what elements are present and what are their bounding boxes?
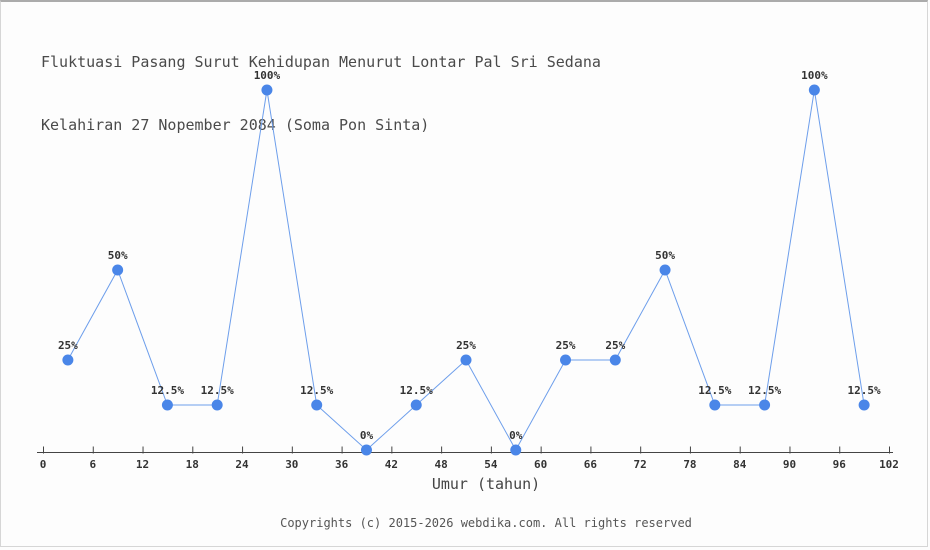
data-point-label: 12.5% [748,384,781,397]
x-tick-label: 48 [434,458,447,471]
x-tick-label: 0 [40,458,47,471]
x-tick-label: 42 [385,458,398,471]
data-point [460,354,472,366]
data-point-label: 12.5% [698,384,731,397]
data-point-label: 25% [58,339,78,352]
data-point [360,444,372,456]
data-point [410,399,422,411]
data-point-label: 50% [108,249,128,262]
data-point-label: 12.5% [400,384,433,397]
x-tick-label: 78 [683,458,696,471]
x-tick-label: 96 [833,458,847,471]
x-axis-title: Umur (tahun) [431,475,541,493]
data-point-label: 100% [801,69,828,82]
data-point-label: 0% [509,429,523,442]
data-point [759,399,771,411]
data-point-label: 25% [605,339,625,352]
x-tick-label: 54 [484,458,498,471]
chart-title-line2: Kelahiran 27 Nopember 2084 (Soma Pon Sin… [41,116,430,134]
x-tick-label: 6 [89,458,96,471]
data-point-label: 0% [360,429,374,442]
data-point-label: 25% [556,339,576,352]
data-point [858,399,870,411]
data-point [659,264,671,276]
x-tick-label: 102 [879,458,899,471]
x-tick-label: 72 [634,458,647,471]
data-point-label: 12.5% [300,384,333,397]
data-point [112,264,124,276]
data-point [211,399,223,411]
line-series [67,89,865,452]
x-tick-label: 60 [534,458,547,471]
data-point [560,354,572,366]
x-tick-label: 30 [285,458,298,471]
data-point-label: 50% [655,249,675,262]
data-point [62,354,74,366]
x-tick-label: 12 [136,458,149,471]
x-tick-label: 84 [733,458,747,471]
x-tick-label: 66 [584,458,598,471]
x-tick-label: 90 [783,458,796,471]
x-tick-label: 24 [235,458,249,471]
data-point [161,399,173,411]
data-point-label: 25% [456,339,476,352]
data-point [808,84,820,96]
chart-title-line1: Fluktuasi Pasang Surut Kehidupan Menurut… [41,53,601,71]
data-point [709,399,721,411]
data-point [261,84,273,96]
x-tick-label: 18 [186,458,199,471]
x-tick-label: 36 [335,458,349,471]
data-point [311,399,323,411]
chart-title: Fluktuasi Pasang Surut Kehidupan Menurut… [41,10,601,178]
copyright-footer: Copyrights (c) 2015-2026 webdika.com. Al… [280,516,692,530]
data-point-label: 12.5% [151,384,184,397]
line-chart: 0 6 12 18 24 30 36 42 48 54 60 66 72 78 84 90 96 102 25% 50… [37,69,899,471]
data-point [510,444,522,456]
data-point-label: 100% [254,69,281,82]
data-point-label: 12.5% [848,384,881,397]
data-point-label: 12.5% [201,384,234,397]
data-point [609,354,621,366]
